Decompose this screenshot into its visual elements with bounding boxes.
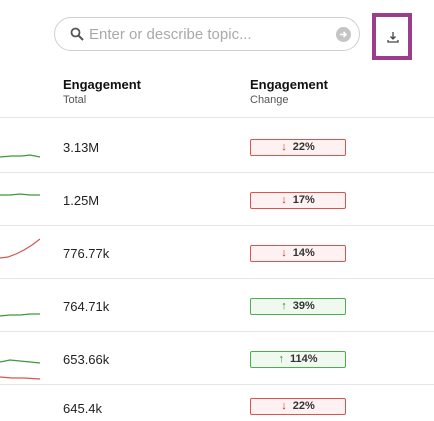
- arrow-down-icon: ↓: [281, 141, 287, 153]
- search-input[interactable]: [89, 22, 329, 46]
- total-column-title: Engagement: [63, 77, 142, 92]
- arrow-down-icon: ↓: [281, 247, 287, 259]
- row-divider: [0, 172, 434, 173]
- topic-search[interactable]: [54, 17, 360, 51]
- trend-sparkline: [0, 238, 40, 259]
- row-divider: [0, 384, 434, 385]
- submit-arrow-icon[interactable]: [336, 27, 351, 42]
- engagement-change-badge: ↑ 114%: [250, 351, 346, 368]
- engagement-change-badge: ↓ 22%: [250, 398, 346, 415]
- engagement-total: 3.13M: [63, 140, 100, 155]
- engagement-change-badge: ↑ 39%: [250, 298, 346, 315]
- table-row[interactable]: 653.66k ↑ 114%: [0, 332, 434, 384]
- trend-sparkline: [0, 313, 40, 317]
- engagement-total: 645.4k: [63, 401, 103, 416]
- engagement-total: 1.25M: [63, 193, 100, 208]
- table-row[interactable]: 1.25M ↓ 17%: [0, 173, 434, 225]
- header-divider: [0, 117, 434, 118]
- table-row[interactable]: 645.4k ↓ 22%: [0, 366, 434, 418]
- search-icon: [70, 27, 84, 41]
- download-button[interactable]: [372, 13, 412, 60]
- engagement-change-badge: ↓ 22%: [250, 139, 346, 156]
- change-column-subtitle: Change: [250, 94, 289, 106]
- engagement-total: 653.66k: [63, 352, 110, 367]
- arrow-down-icon: ↓: [281, 194, 287, 206]
- row-divider: [0, 278, 434, 279]
- total-column-subtitle: Total: [63, 94, 87, 106]
- arrow-up-icon: ↑: [278, 353, 284, 365]
- trend-sparkline: [0, 376, 40, 380]
- row-divider: [0, 225, 434, 226]
- table-row[interactable]: 764.71k ↑ 39%: [0, 279, 434, 331]
- trend-sparkline: [0, 154, 40, 158]
- engagement-total: 776.77k: [63, 246, 110, 261]
- arrow-up-icon: ↑: [281, 300, 287, 312]
- engagement-change-badge: ↓ 17%: [250, 192, 346, 209]
- row-divider: [0, 331, 434, 332]
- trend-sparkline: [0, 359, 40, 364]
- trend-sparkline: [0, 193, 40, 196]
- engagement-total: 764.71k: [63, 299, 110, 314]
- change-column-title: Engagement: [250, 77, 329, 92]
- table-row[interactable]: 3.13M ↓ 22%: [0, 120, 434, 172]
- download-icon: [387, 32, 399, 43]
- arrow-down-icon: ↓: [281, 400, 287, 412]
- table-row[interactable]: 776.77k ↓ 14%: [0, 226, 434, 278]
- engagement-change-badge: ↓ 14%: [250, 245, 346, 262]
